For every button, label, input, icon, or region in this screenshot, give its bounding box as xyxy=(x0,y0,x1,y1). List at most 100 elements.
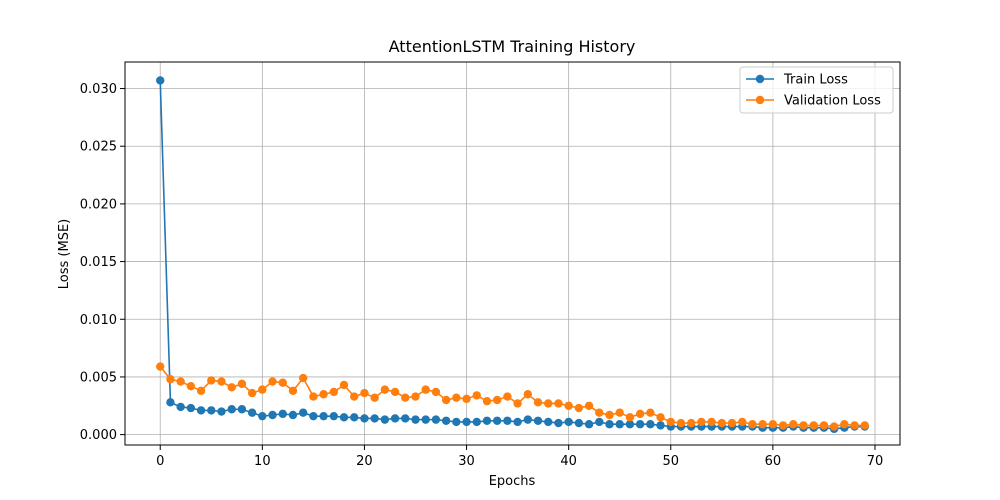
data-point xyxy=(360,388,369,398)
x-axis-title: Epochs xyxy=(489,474,536,489)
data-point xyxy=(533,416,543,425)
data-point xyxy=(840,420,849,429)
data-point xyxy=(390,387,400,397)
data-point xyxy=(227,405,236,414)
data-point xyxy=(421,415,430,424)
data-point xyxy=(625,413,635,422)
series-line xyxy=(159,366,865,428)
data-point xyxy=(482,416,492,425)
y-tick-label: 0.025 xyxy=(80,140,117,155)
data-point xyxy=(421,385,430,394)
data-point xyxy=(686,418,696,428)
data-point xyxy=(258,385,267,394)
data-point xyxy=(217,377,226,386)
data-point xyxy=(350,413,359,422)
x-tick-label: 70 xyxy=(867,454,884,469)
plot-area xyxy=(124,61,901,446)
data-point xyxy=(288,410,298,420)
data-point xyxy=(278,409,287,419)
data-point xyxy=(207,376,216,385)
y-axis: 0.000 0.005 0.010 0.015 0.020 0.025 0.030 xyxy=(80,82,125,443)
data-point xyxy=(431,415,441,424)
data-point xyxy=(492,416,502,425)
legend: Train Loss Validation Loss xyxy=(739,66,894,114)
data-point xyxy=(217,407,226,416)
data-point xyxy=(727,418,737,428)
data-point xyxy=(523,415,533,424)
data-point xyxy=(523,390,533,399)
legend-label: Validation Loss xyxy=(784,94,881,109)
data-point xyxy=(431,387,441,397)
data-point xyxy=(186,403,196,413)
data-point xyxy=(227,383,236,392)
data-point xyxy=(748,420,757,429)
data-point xyxy=(584,401,594,410)
data-point xyxy=(268,377,277,386)
data-point xyxy=(809,421,818,430)
data-point xyxy=(441,416,451,425)
data-point xyxy=(574,418,584,428)
data-point xyxy=(472,417,481,427)
data-point xyxy=(738,417,747,427)
data-point xyxy=(646,408,655,417)
data-point xyxy=(156,362,165,371)
data-point xyxy=(676,418,686,428)
data-point xyxy=(237,405,247,414)
y-tick-label: 0.015 xyxy=(80,255,117,270)
data-point xyxy=(207,406,216,415)
data-point xyxy=(411,392,420,401)
data-point xyxy=(319,390,328,399)
legend-box xyxy=(739,66,894,114)
data-point xyxy=(339,413,349,422)
grid-lines xyxy=(125,62,900,445)
x-tick-label: 30 xyxy=(458,454,475,469)
data-point xyxy=(237,379,247,389)
data-point xyxy=(258,411,267,421)
data-point xyxy=(401,414,410,423)
data-point xyxy=(503,416,512,425)
data-point xyxy=(339,380,349,390)
y-axis-title: Loss (MSE) xyxy=(57,219,72,289)
data-point xyxy=(329,411,339,421)
y-tick-label: 0.000 xyxy=(80,428,117,443)
data-point xyxy=(544,399,553,408)
y-tick-label: 0.030 xyxy=(80,82,117,97)
data-point xyxy=(329,387,339,397)
data-point xyxy=(186,381,196,391)
data-point xyxy=(635,409,645,419)
legend-marker xyxy=(755,74,765,84)
data-point xyxy=(605,420,614,429)
data-point xyxy=(605,410,614,420)
data-point xyxy=(309,392,318,401)
data-point xyxy=(615,408,624,417)
data-point xyxy=(554,418,563,428)
data-point xyxy=(166,375,175,384)
x-tick-label: 40 xyxy=(560,454,577,469)
data-point xyxy=(196,386,206,395)
x-tick-label: 10 xyxy=(254,454,271,469)
data-point xyxy=(697,417,706,427)
data-point xyxy=(166,398,175,407)
data-point xyxy=(462,394,471,404)
series-validation-loss xyxy=(156,362,869,431)
data-point xyxy=(247,388,257,398)
data-point xyxy=(452,393,461,402)
data-point xyxy=(370,414,379,423)
series-line xyxy=(159,80,865,430)
data-point xyxy=(584,420,594,429)
series-layer xyxy=(156,76,869,434)
data-point xyxy=(533,398,543,407)
data-point xyxy=(635,420,645,429)
y-tick-label: 0.005 xyxy=(80,370,117,385)
data-point xyxy=(799,421,808,430)
data-point xyxy=(482,396,492,406)
data-point xyxy=(360,414,369,423)
data-point xyxy=(707,417,716,427)
legend-label: Train Loss xyxy=(783,73,848,88)
data-point xyxy=(401,393,410,402)
data-point xyxy=(288,386,298,395)
data-point xyxy=(860,421,869,430)
data-point xyxy=(666,417,675,427)
data-point xyxy=(503,392,512,401)
